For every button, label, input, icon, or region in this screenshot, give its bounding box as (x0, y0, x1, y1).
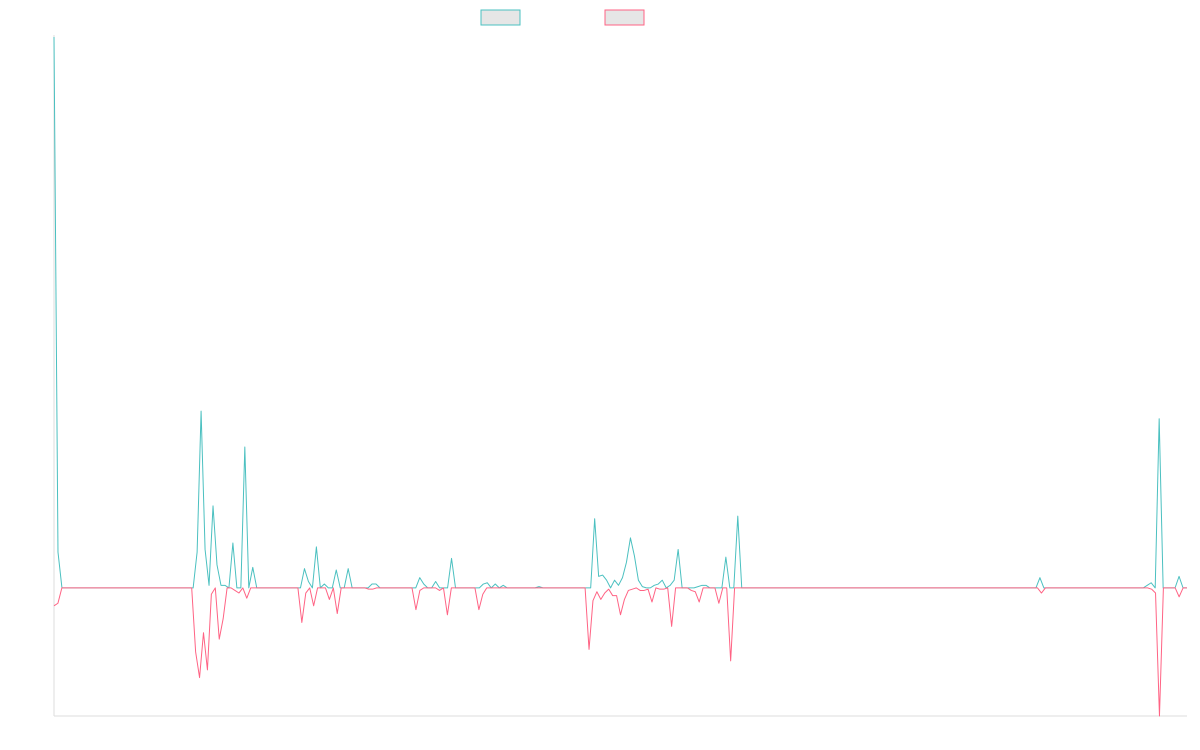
series-line-1 (53, 36, 1187, 589)
axes (53, 35, 1187, 717)
legend-swatch-1[interactable] (480, 9, 521, 26)
legend-swatch-2[interactable] (604, 9, 645, 26)
legend (480, 9, 645, 26)
series-line-2 (53, 587, 1187, 717)
series-layer (53, 36, 1187, 717)
